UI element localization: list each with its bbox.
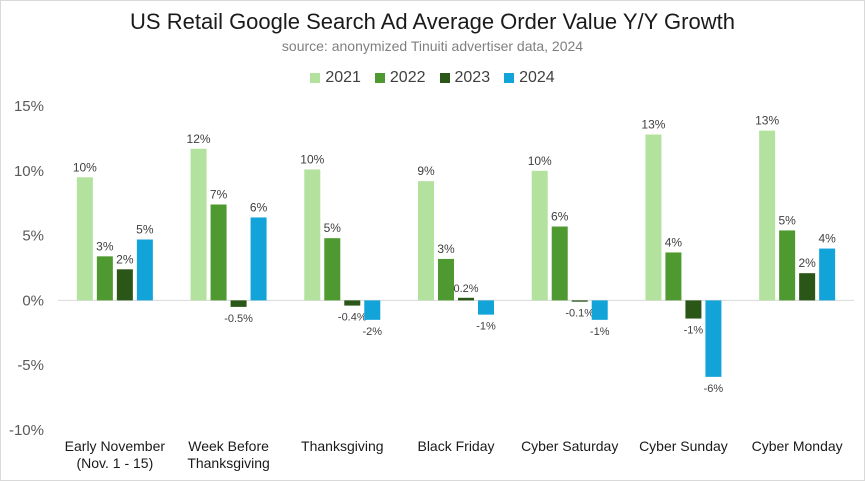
data-label: 5%	[778, 213, 796, 227]
bar-2023	[230, 300, 247, 307]
y-tick-label: -5%	[17, 357, 44, 374]
data-label: 10%	[528, 154, 552, 168]
data-label: 2%	[798, 256, 816, 270]
y-tick-label: 0%	[22, 292, 44, 309]
data-label: -0.1%	[565, 308, 594, 320]
data-label: 0.2%	[453, 283, 478, 295]
bar-2022	[210, 204, 227, 301]
bar-2022	[438, 258, 454, 301]
bar-2023	[685, 300, 702, 319]
bar-2023	[344, 300, 361, 306]
data-label: -1%	[684, 325, 704, 337]
bar-2024	[819, 248, 836, 301]
legend-swatch	[374, 73, 385, 83]
bar-2022	[779, 230, 796, 301]
data-label: -0.5%	[224, 313, 253, 325]
bar-2024	[591, 300, 608, 320]
legend-swatch	[504, 73, 515, 83]
bar-2024	[136, 239, 153, 301]
legend: 2021 2022 2023 2024	[0, 69, 865, 87]
bar-2021	[418, 181, 434, 301]
category-label: Early November	[65, 438, 166, 454]
data-label: 5%	[136, 222, 154, 236]
y-tick-label: -10%	[9, 422, 44, 439]
data-label: -0.4%	[338, 312, 367, 324]
bar-2023	[458, 297, 474, 301]
data-label: -6%	[704, 383, 724, 395]
legend-label: 2021	[325, 69, 361, 86]
legend-label: 2022	[389, 69, 426, 86]
bar-2024	[364, 300, 381, 320]
y-tick-label: 10%	[14, 163, 44, 180]
legend-item-2023: 2023	[439, 69, 491, 87]
bar-2023	[116, 269, 133, 301]
category-label: Cyber Monday	[752, 438, 843, 454]
bar-2021	[645, 134, 662, 301]
data-label: 10%	[73, 160, 97, 174]
data-label: 4%	[665, 235, 683, 249]
chart-title: US Retail Google Search Ad Average Order…	[130, 9, 735, 34]
legend-swatch	[439, 73, 450, 83]
bar-2021	[190, 148, 207, 301]
bar-2021	[759, 130, 776, 301]
y-tick-label: 5%	[22, 228, 44, 245]
data-label: 10%	[300, 153, 324, 167]
bar-2023	[571, 300, 588, 302]
bar-2024	[478, 300, 494, 315]
bar-2022	[665, 252, 682, 301]
legend-item-2022: 2022	[374, 69, 426, 87]
category-label: Cyber Sunday	[639, 438, 728, 454]
data-label: 5%	[324, 221, 342, 235]
bar-2021	[304, 169, 321, 301]
legend-item-2021: 2021	[310, 69, 361, 87]
bar-2022	[96, 256, 113, 301]
data-label: 4%	[818, 232, 836, 246]
category-label: Thanksgiving	[187, 455, 270, 471]
legend-label: 2024	[519, 69, 555, 86]
category-label: Week Before	[188, 438, 269, 454]
bar-2022	[551, 226, 568, 301]
data-label: 13%	[641, 118, 665, 132]
bar-2024	[250, 217, 267, 301]
chart-subtitle: source: anonymized Tinuiti advertiser da…	[281, 38, 584, 54]
data-label: -2%	[363, 326, 383, 338]
data-label: 3%	[96, 239, 114, 253]
legend-item-2024: 2024	[504, 69, 555, 87]
data-label: -1%	[476, 321, 496, 333]
data-label: 13%	[755, 114, 779, 128]
data-label: 3%	[437, 242, 455, 256]
data-label: 6%	[551, 210, 569, 224]
bar-2024	[705, 300, 722, 377]
category-label: (Nov. 1 - 15)	[76, 455, 153, 471]
legend-label: 2023	[454, 69, 491, 86]
data-label: 6%	[250, 200, 268, 214]
bar-2021	[531, 170, 548, 301]
bar-2021	[76, 177, 93, 301]
legend-swatch	[310, 73, 321, 83]
data-label: 12%	[187, 132, 211, 146]
data-label: 2%	[116, 252, 134, 266]
bar-2022	[324, 238, 341, 301]
data-label: -1%	[590, 326, 610, 338]
category-label: Thanksgiving	[301, 438, 384, 454]
category-label: Black Friday	[417, 438, 494, 454]
category-label: Cyber Saturday	[521, 438, 618, 454]
bar-2023	[799, 273, 816, 301]
data-label: 7%	[210, 187, 228, 201]
data-label: 9%	[417, 164, 435, 178]
y-tick-label: 15%	[14, 98, 44, 115]
